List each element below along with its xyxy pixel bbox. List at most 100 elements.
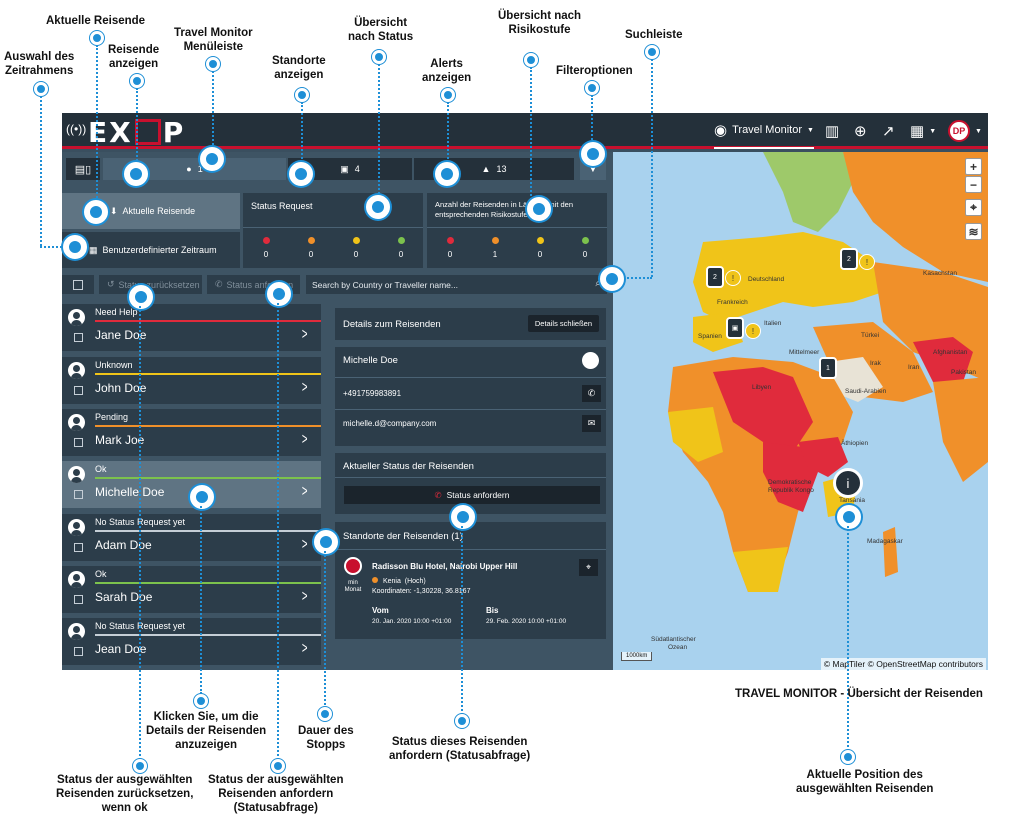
panel-icon: ▤▯ [74,163,92,176]
avatar [68,362,85,379]
ann-reisende-anzeigen: Reisende anzeigen [108,44,160,70]
ann-aktuelle-position: Aktuelle Position des ausgewählten Reisen… [796,769,934,795]
ann-dauer-stopps: Dauer des Stopps [298,725,354,751]
select-all-checkbox[interactable] [62,275,94,294]
ann-aktuelle-reisende: Aktuelle Reisende [46,15,146,27]
nav-travel-monitor[interactable]: ◉ Travel Monitor ▼ [714,113,814,149]
row-checkbox[interactable] [74,543,83,552]
map-landmass [668,152,988,592]
row-checkbox[interactable] [74,647,83,656]
filter-icon: ▼ [587,163,599,175]
alert-marker[interactable]: ! [859,254,875,270]
ann-filteroptionen: Filteroptionen [556,65,633,77]
calendar-small-icon: ▦ [89,244,98,255]
list-item[interactable]: No Status Request yet Adam Doe > [62,514,321,561]
traveller-status-card: Aktueller Status der Reisenden ✆ Status … [335,453,606,514]
ann-uebersicht-risiko: Übersicht nach Risikostufe [498,10,582,36]
avatar: DP [948,120,970,142]
reset-status-button[interactable]: ↺ Status zurücksetzen [99,275,202,294]
user-menu[interactable]: DP ▼ [948,113,982,149]
phone-icon[interactable]: ✆ [582,385,601,402]
location-pin[interactable]: 2 [706,266,724,288]
list-item[interactable]: Unknown John Doe > [62,357,321,404]
status-red-cell[interactable]: 0 [246,237,286,259]
zoom-in-button[interactable]: + [965,158,982,175]
selected-traveller-marker[interactable]: i [833,468,863,498]
tab-locations[interactable]: ▣ 4 [288,158,412,180]
row-checkbox[interactable] [74,595,83,604]
status-yellow-cell[interactable]: 0 [336,237,376,259]
avatar [68,571,85,588]
chevron-right-icon: > [301,640,308,657]
chevron-right-icon: > [301,483,308,500]
user-avatar-icon [582,352,599,369]
details-header: Details zum Reisenden Details schließen [335,308,606,340]
risk-orange-cell[interactable]: 1 [475,237,515,259]
traveller-locations-card: Standorte der Reisenden (1) min Monat Ra… [335,522,606,639]
layers-icon[interactable]: ≋ [965,223,982,240]
status-green-cell[interactable]: 0 [381,237,421,259]
globe-icon[interactable]: ⊕ [854,123,867,140]
top-menu-bar: ((•)) EX P ◉ Travel Monitor ▼ ▥ ⊕ ↗ ▦ ▼ DP… [62,113,988,149]
map-icon[interactable]: ▥ [825,123,840,140]
risk-red-cell[interactable]: 0 [430,237,470,259]
tab-travellers[interactable]: ● 1 [103,158,286,180]
request-traveller-status-button[interactable]: ✆ Status anfordern [344,486,600,504]
row-checkbox[interactable] [74,386,83,395]
chart-icon[interactable]: ↗ [882,123,895,140]
map-attribution: © MapTiler © OpenStreetMap contributors [820,658,986,670]
location-pin[interactable]: 1 [819,357,837,379]
ann-travel-monitor-uebersicht: TRAVEL MONITOR - Übersicht der Reisenden [735,688,983,700]
risk-yellow-cell[interactable]: 0 [520,237,560,259]
close-details-button[interactable]: Details schließen [527,315,599,332]
kenya-flag-icon [344,557,362,575]
world-map[interactable]: + − ⌖ ≋ 2 ! 2 ! ▣ ! 1 i Deutschland Fran… [613,152,988,670]
risk-overview-card: Anzahl der Reisenden in Ländern mit den … [427,193,607,268]
search-input[interactable]: Search by Country or Traveller name... ⌕ [306,275,607,294]
ann-standorte-anzeigen: Standorte anzeigen [272,55,326,81]
ann-status-anfordern-ausgewaehlt: Status der ausgewählten Reisenden anforde… [208,774,344,814]
location-pin[interactable]: 2 [840,248,858,270]
list-item[interactable]: Pending Mark Joe > [62,409,321,456]
risk-green-cell[interactable]: 0 [565,237,605,259]
row-checkbox[interactable] [74,333,83,342]
row-checkbox[interactable] [74,438,83,447]
ann-klicken-details: Klicken Sie, um die Details der Reisenden… [146,711,267,751]
layout-toggle[interactable]: ▤▯ [66,158,100,180]
avatar [68,519,85,536]
chevron-right-icon: > [301,431,308,448]
ann-menueleiste: Travel Monitor Menüleiste [174,27,253,53]
row-checkbox[interactable] [74,490,83,499]
email-icon[interactable]: ✉ [582,415,601,432]
calendar-icon[interactable]: ▦ ▼ [910,123,937,140]
avatar [68,414,85,431]
list-item[interactable]: No Status Request yet Jean Doe > [62,618,321,665]
list-item[interactable]: Need Help Jane Doe > [62,304,321,351]
alert-icon: ▲ [481,164,491,174]
ann-suchleiste: Suchleiste [625,29,683,41]
user-icon: ● [186,164,192,174]
locate-icon[interactable]: ⌖ [579,559,598,576]
status-orange-cell[interactable]: 0 [291,237,331,259]
avatar [68,623,85,640]
custom-range-button[interactable]: ▦ Benutzerdefinierter Zeitraum [62,232,240,268]
map-scale: 1000km [621,652,653,661]
building-icon: ▣ [340,163,349,174]
undo-icon: ↺ [107,279,115,289]
avatar [68,466,85,483]
locate-map-button[interactable]: ⌖ [965,199,982,216]
location-pin[interactable]: ▣ [726,317,744,339]
chevron-down-icon: ▼ [806,126,814,134]
list-item[interactable]: Ok Sarah Doe > [62,566,321,613]
chevron-right-icon: > [301,326,308,343]
phone-icon: ✆ [434,489,442,500]
ann-status-zuruecksetzen: Status der ausgewählten Reisenden zurücks… [56,774,194,814]
chevron-right-icon: > [301,536,308,553]
avatar [68,309,85,326]
traveller-contact-card: Michelle Doe +491759983891 ✆ michelle.d@… [335,347,606,446]
traveller-list: Need Help Jane Doe > Unknown John Doe > Pe… [62,304,321,670]
alert-marker[interactable]: ! [725,270,741,286]
alert-marker[interactable]: ! [745,323,761,339]
zoom-out-button[interactable]: − [965,176,982,193]
download-icon: ⬇ [110,205,118,216]
